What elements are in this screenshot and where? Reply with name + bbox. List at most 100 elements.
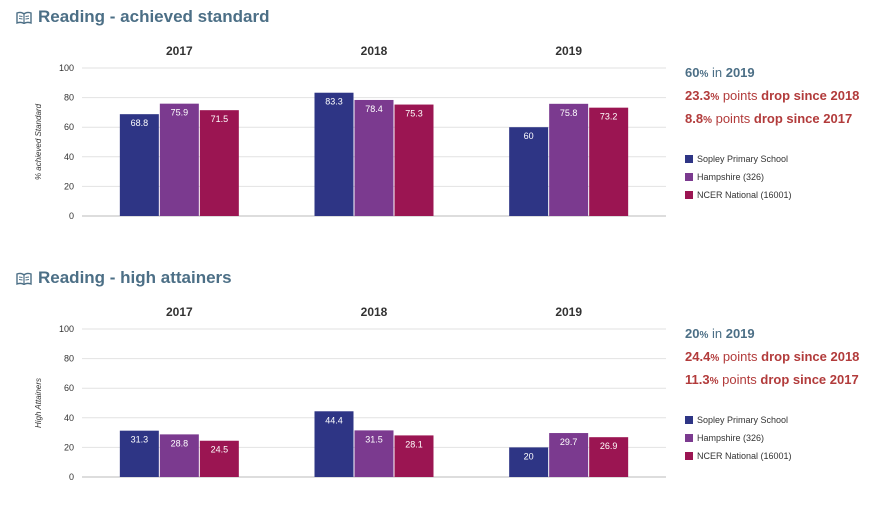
- data-label: 28.1: [405, 439, 423, 449]
- data-label: 71.5: [211, 114, 229, 124]
- stat-connector: in: [708, 326, 726, 341]
- legend-item-hampshire[interactable]: Hampshire (326): [685, 429, 792, 447]
- data-label: 24.5: [211, 445, 229, 455]
- y-tick-label: 100: [59, 63, 74, 73]
- bar: [199, 440, 239, 477]
- y-tick-label: 40: [64, 152, 74, 162]
- legend-swatch: [685, 173, 693, 181]
- legend-swatch: [685, 434, 693, 442]
- stat-connector: points: [719, 349, 762, 364]
- bar: [119, 430, 159, 477]
- chart-legend: Sopley Primary School Hampshire (326) NC…: [685, 150, 792, 204]
- bar: [509, 127, 549, 216]
- stat-current-year: 20% in 2019: [685, 323, 859, 346]
- stat-drop-text: drop since 2017: [753, 111, 853, 126]
- book-icon: [16, 11, 32, 24]
- bar: [394, 435, 434, 477]
- book-icon: [16, 272, 32, 285]
- chart-section-high-attainers: 0 20 40 60 80 100 High Attainers 2017 31.3 28.8 24…: [0, 261, 887, 515]
- bar: [509, 447, 549, 477]
- legend-swatch: [685, 416, 693, 424]
- stat-value: 60: [685, 65, 700, 80]
- data-label: 83.3: [325, 97, 343, 107]
- bar: [199, 110, 239, 216]
- stat-drop-text: drop since 2018: [761, 349, 860, 364]
- section-title: Reading - achieved standard: [16, 7, 269, 27]
- data-label: 75.3: [405, 109, 423, 119]
- stat-drop-2017: 11.3% points drop since 2017: [685, 369, 859, 392]
- stat-unit: %: [710, 353, 720, 364]
- bar: [159, 434, 199, 477]
- section-title: Reading - high attainers: [16, 268, 232, 288]
- legend-swatch: [685, 155, 693, 163]
- stat-connector: points: [711, 111, 754, 126]
- y-tick-label: 20: [64, 181, 74, 191]
- bar: [119, 114, 159, 216]
- y-axis-label: High Attainers: [34, 378, 43, 428]
- bar: [394, 104, 434, 216]
- legend-swatch: [685, 452, 693, 460]
- stat-unit: %: [710, 92, 720, 103]
- data-label: 28.8: [171, 438, 189, 448]
- stat-connector: in: [708, 65, 726, 80]
- y-axis-label: % achieved Standard: [34, 103, 43, 180]
- summary-stats: 60% in 2019 23.3% points drop since 2018…: [685, 62, 859, 131]
- stat-unit: %: [699, 330, 709, 341]
- category-label: 2017: [166, 305, 193, 319]
- legend-label: NCER National (16001): [697, 190, 792, 200]
- data-label: 75.8: [560, 108, 578, 118]
- section-title-text: Reading - achieved standard: [38, 7, 270, 26]
- stat-unit: %: [709, 376, 719, 387]
- stat-value: 8.8: [685, 111, 704, 126]
- legend-item-school[interactable]: Sopley Primary School: [685, 411, 792, 429]
- legend-label: NCER National (16001): [697, 451, 792, 461]
- data-label: 26.9: [600, 441, 618, 451]
- bar: [589, 107, 629, 216]
- legend-label: Hampshire (326): [697, 433, 765, 443]
- data-label: 60: [524, 131, 534, 141]
- stat-value: 11.3: [685, 372, 710, 387]
- data-label: 31.5: [365, 434, 383, 444]
- category-label: 2017: [166, 44, 193, 58]
- category-label: 2018: [361, 44, 388, 58]
- data-label: 29.7: [560, 437, 578, 447]
- y-tick-label: 80: [64, 93, 74, 103]
- bar: [354, 99, 394, 216]
- bar: [314, 411, 354, 477]
- data-label: 75.9: [171, 108, 189, 118]
- summary-stats: 20% in 2019 24.4% points drop since 2018…: [685, 323, 859, 392]
- stat-unit: %: [703, 115, 712, 126]
- stat-year: 2019: [725, 326, 755, 341]
- data-label: 44.4: [325, 415, 343, 425]
- legend-item-national[interactable]: NCER National (16001): [685, 186, 792, 204]
- chart-achieved-standard: 0 20 40 60 80 100 % achieved Standard 2017 68.8 7…: [34, 44, 666, 221]
- stat-value: 23.3: [685, 88, 711, 103]
- stat-current-year: 60% in 2019: [685, 62, 859, 85]
- category-label: 2019: [555, 305, 582, 319]
- stat-drop-2017: 8.8% points drop since 2017: [685, 108, 859, 131]
- chart-legend: Sopley Primary School Hampshire (326) NC…: [685, 411, 792, 465]
- stat-value: 20: [685, 326, 700, 341]
- legend-item-national[interactable]: NCER National (16001): [685, 447, 792, 465]
- bar: [549, 433, 589, 477]
- bar: [354, 430, 394, 477]
- stat-year: 2019: [725, 65, 755, 80]
- y-tick-label: 100: [59, 324, 74, 334]
- bar: [314, 92, 354, 216]
- data-label: 78.4: [365, 104, 383, 114]
- bar: [159, 103, 199, 216]
- data-label: 68.8: [131, 118, 149, 128]
- stat-drop-text: drop since 2018: [761, 88, 860, 103]
- stat-unit: %: [699, 69, 709, 80]
- y-tick-label: 0: [69, 472, 74, 482]
- stat-value: 24.4: [685, 349, 711, 364]
- legend-item-school[interactable]: Sopley Primary School: [685, 150, 792, 168]
- stat-drop-2018: 23.3% points drop since 2018: [685, 85, 859, 108]
- bar: [549, 103, 589, 216]
- chart-high-attainers: 0 20 40 60 80 100 High Attainers 2017 31.3 28.8 24…: [34, 305, 666, 482]
- chart-section-achieved-standard: 0 20 40 60 80 100 % achieved Standard 2017 68.8 7…: [0, 0, 887, 254]
- y-tick-label: 80: [64, 354, 74, 364]
- legend-label: Sopley Primary School: [697, 415, 789, 425]
- category-label: 2019: [555, 44, 582, 58]
- legend-item-hampshire[interactable]: Hampshire (326): [685, 168, 792, 186]
